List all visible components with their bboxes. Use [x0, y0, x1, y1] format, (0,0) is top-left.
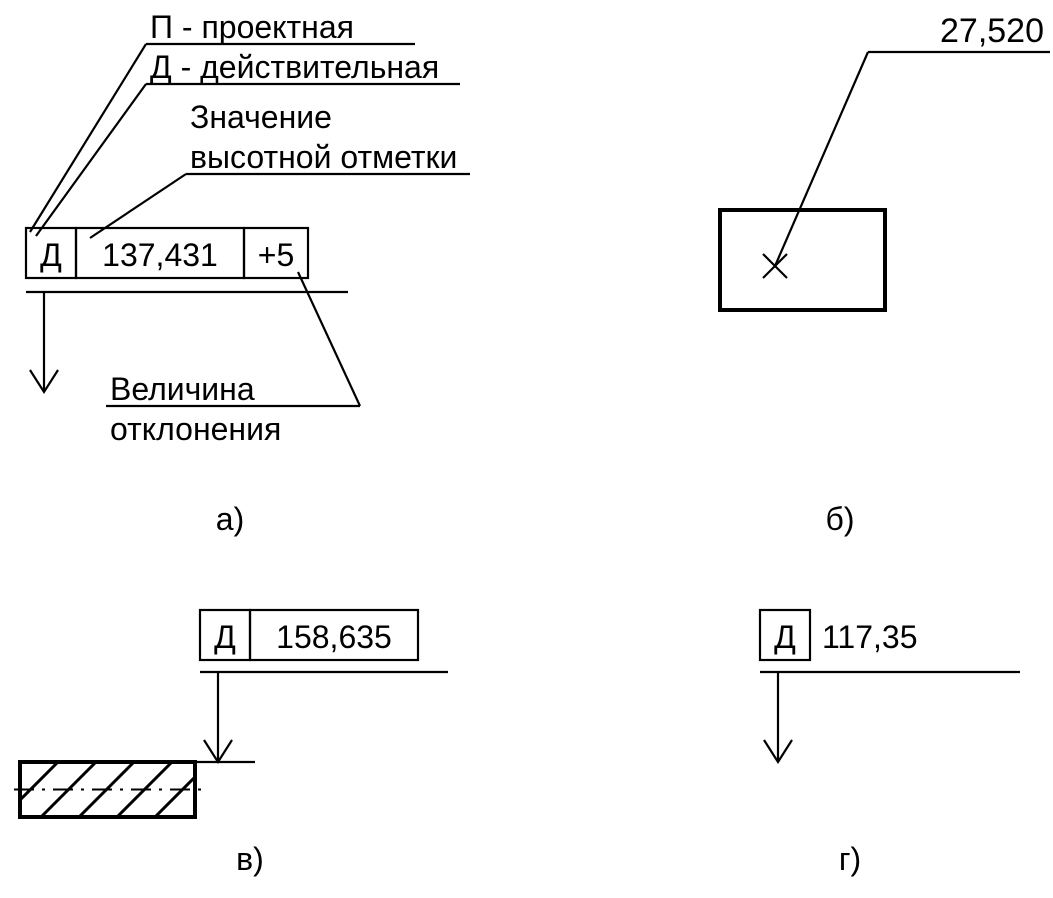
- d-cell-val: 117,35: [822, 619, 918, 655]
- cell-dev: +5: [258, 237, 294, 273]
- callout-val-2: высотной отметки: [190, 139, 457, 175]
- cell-d: Д: [40, 237, 62, 273]
- d-cell-d: Д: [774, 619, 796, 655]
- callout-dev-2: отклонения: [110, 411, 281, 447]
- b-value: 27,520: [940, 12, 1044, 50]
- callout-val-1: Значение: [190, 99, 332, 135]
- label-a: а): [216, 501, 244, 537]
- callout-d: Д - действительная: [150, 49, 439, 85]
- label-d: г): [839, 841, 861, 877]
- label-b: б): [826, 501, 855, 537]
- callout-dev-1: Величина: [110, 371, 255, 407]
- callout-p: П - проектная: [150, 9, 354, 45]
- label-c: в): [236, 841, 264, 877]
- c-cell-d: Д: [214, 619, 236, 655]
- c-cell-val: 158,635: [276, 619, 392, 655]
- cell-val: 137,431: [102, 237, 218, 273]
